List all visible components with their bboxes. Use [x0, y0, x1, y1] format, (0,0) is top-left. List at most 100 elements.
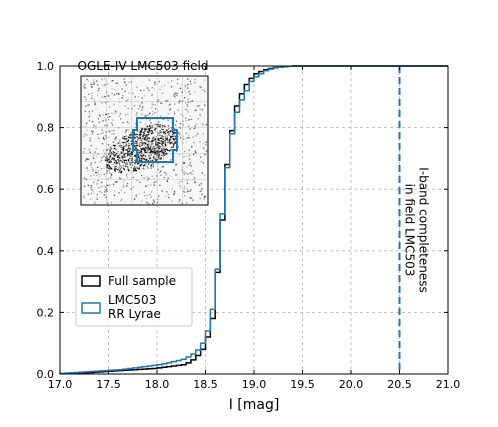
- inset-star: [89, 114, 91, 116]
- inset-star: [143, 148, 145, 150]
- inset-star: [170, 86, 173, 88]
- inset-star: [123, 161, 126, 164]
- inset-star: [164, 125, 166, 127]
- inset-star: [119, 157, 121, 159]
- inset-star: [190, 165, 192, 167]
- inset-star: [113, 133, 115, 135]
- inset-star: [165, 137, 167, 139]
- inset-star: [135, 161, 137, 163]
- inset-star: [167, 131, 169, 133]
- lmc503-field-outline: [132, 117, 178, 163]
- inset-star: [125, 142, 127, 144]
- inset-star: [157, 142, 159, 144]
- inset-star: [152, 136, 155, 139]
- inset-star: [164, 150, 166, 153]
- inset-star: [201, 188, 203, 190]
- inset-star: [166, 100, 169, 102]
- inset-star: [163, 176, 165, 179]
- inset-star: [89, 139, 91, 142]
- inset-star: [107, 164, 109, 167]
- inset-star: [140, 137, 142, 139]
- inset-star: [137, 108, 139, 110]
- inset-star: [123, 145, 125, 148]
- inset-star: [141, 159, 143, 161]
- inset-star: [111, 133, 113, 135]
- inset-star: [121, 160, 123, 162]
- inset-star: [143, 147, 145, 150]
- x-tick-label: 19.0: [242, 378, 267, 391]
- inset-star: [114, 113, 116, 115]
- inset-star: [178, 102, 180, 104]
- inset-star: [118, 161, 120, 163]
- inset-star: [115, 168, 118, 170]
- inset-star: [158, 124, 160, 126]
- inset-star: [90, 85, 93, 88]
- inset-star: [178, 100, 181, 102]
- inset-star: [108, 166, 111, 168]
- inset-star: [125, 174, 127, 176]
- inset-star: [199, 190, 201, 193]
- inset-star: [162, 153, 164, 155]
- inset-star: [97, 94, 99, 96]
- inset-star: [159, 170, 162, 172]
- inset-star: [113, 145, 116, 147]
- inset-star: [159, 132, 161, 134]
- inset-star: [139, 133, 142, 135]
- inset-star: [142, 107, 144, 109]
- inset-star: [124, 138, 126, 140]
- inset-star: [205, 141, 207, 143]
- inset-star: [163, 84, 166, 86]
- inset-star: [165, 100, 167, 102]
- inset-star: [109, 106, 111, 108]
- inset-star: [194, 181, 196, 183]
- inset-star: [141, 128, 143, 130]
- inset-star: [110, 173, 112, 175]
- inset-star: [168, 128, 170, 130]
- inset-star: [188, 164, 190, 166]
- inset-star: [84, 110, 86, 112]
- inset-star: [108, 157, 110, 159]
- inset-star: [91, 133, 94, 135]
- inset-star: [104, 95, 106, 98]
- inset-star: [86, 167, 88, 169]
- inset-star: [151, 175, 153, 177]
- inset-star: [136, 136, 138, 138]
- inset-star: [154, 112, 156, 114]
- inset-star: [175, 120, 178, 122]
- inset-star: [187, 173, 189, 175]
- x-tick-label: 18.5: [193, 378, 218, 391]
- y-tick-label: 0.4: [37, 245, 55, 258]
- inset-star: [125, 138, 128, 140]
- inset-star: [185, 202, 188, 204]
- inset-star: [195, 109, 197, 111]
- inset-star: [111, 157, 113, 159]
- inset-star: [179, 87, 182, 89]
- y-tick-label: 1.0: [37, 60, 55, 73]
- inset-star: [142, 131, 144, 133]
- inset-star: [138, 167, 140, 169]
- inset-star: [174, 142, 176, 144]
- inset-star: [156, 132, 159, 134]
- inset-star: [159, 171, 161, 173]
- inset-star: [148, 79, 150, 81]
- inset-star: [111, 80, 113, 82]
- inset-star: [138, 193, 140, 195]
- inset-star: [122, 158, 124, 160]
- inset-star: [189, 162, 192, 164]
- inset-star: [155, 108, 157, 110]
- inset-star: [100, 159, 103, 161]
- inset-star: [139, 164, 141, 166]
- inset-star: [141, 97, 143, 99]
- inset-star: [159, 148, 161, 150]
- inset-star: [166, 179, 168, 181]
- inset-star: [122, 94, 124, 96]
- inset-star: [149, 125, 151, 127]
- inset-star: [146, 125, 149, 127]
- inset-star: [127, 154, 129, 156]
- inset-star: [153, 158, 155, 160]
- inset-star: [110, 148, 112, 150]
- inset-star: [117, 93, 120, 95]
- inset-star: [141, 148, 144, 150]
- inset-star: [148, 177, 150, 179]
- inset-star: [120, 166, 123, 168]
